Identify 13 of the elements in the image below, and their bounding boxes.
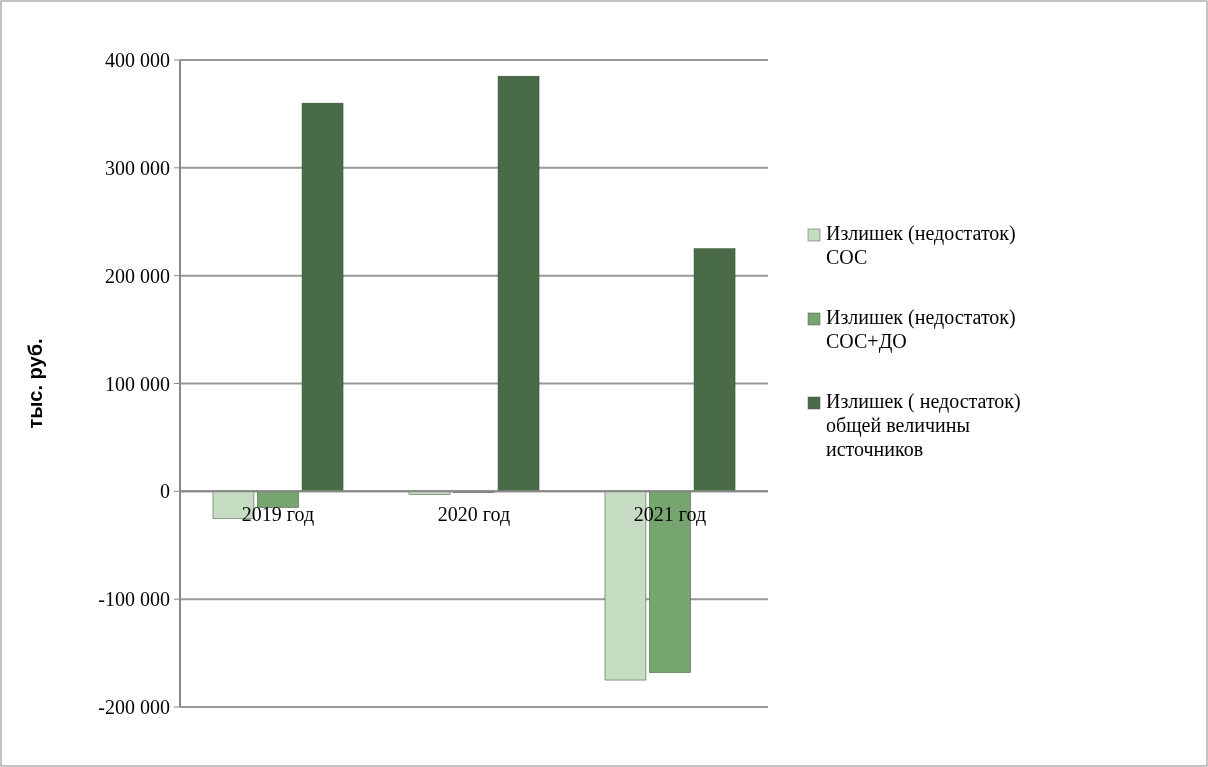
y-axis-title: тыс. руб. xyxy=(24,338,46,429)
x-tick-label: 2019 год xyxy=(241,503,315,527)
y-tick-label: 200 000 xyxy=(105,264,170,287)
y-tick-label: -100 000 xyxy=(98,588,170,611)
y-tick-label: -200 000 xyxy=(98,696,170,718)
y-tick-label: 0 xyxy=(160,480,170,503)
y-tick-label: 100 000 xyxy=(105,372,170,395)
x-tick-label: 2020 год xyxy=(437,503,511,527)
y-tick-label: 400 000 xyxy=(105,49,170,71)
legend-label: Излишек ( недостаток) общей величины источников xyxy=(826,390,1021,460)
legend-label: Излишек (недостаток) СОС xyxy=(826,222,1016,268)
legend-label: Излишек (недостаток) СОС+ДО xyxy=(826,306,1016,353)
y-tick-label: 300 000 xyxy=(105,156,170,179)
